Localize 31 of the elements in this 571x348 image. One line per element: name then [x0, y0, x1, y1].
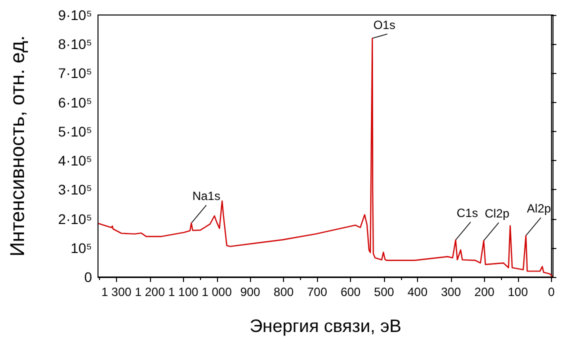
- x-tick-label: 1 200: [134, 285, 166, 299]
- y-axis-title: Интенсивность, отн. ед.: [7, 35, 29, 257]
- x-tick-label: 900: [240, 285, 261, 299]
- annotation: C1s: [456, 206, 478, 220]
- x-tick-label: 700: [307, 285, 328, 299]
- y-tick-label: 10⁵: [70, 240, 92, 256]
- x-tick-label: 200: [474, 285, 495, 299]
- x-tick-label: 1 000: [202, 285, 232, 299]
- x-tick-label: 600: [340, 285, 361, 299]
- x-tick-label: 300: [440, 285, 462, 299]
- annotation: O1s: [373, 18, 396, 32]
- y-tick-label: 0: [84, 269, 92, 285]
- annotation: Al2p: [526, 202, 552, 216]
- y-tick-label: 3·10⁵: [58, 182, 92, 198]
- x-tick-label: 0: [548, 285, 555, 299]
- x-tick-label: 800: [274, 285, 294, 299]
- x-axis-title: Энергия связи, эВ: [250, 316, 402, 336]
- y-tick-label: 9·10⁵: [58, 7, 92, 23]
- y-tick-label: 8·10⁵: [58, 36, 92, 52]
- y-tick-label: 6·10⁵: [58, 94, 92, 110]
- x-tick-label: 400: [407, 285, 428, 299]
- x-tick-label: 1 300: [101, 285, 132, 299]
- x-tick-label: 500: [374, 285, 394, 299]
- y-tick-label: 5·10⁵: [58, 123, 92, 140]
- y-tick-label: 4·10⁵: [58, 152, 92, 169]
- y-tick-label: 7·10⁵: [58, 65, 92, 82]
- x-tick-label: 1 100: [168, 285, 199, 299]
- annotation: Na1s: [192, 189, 220, 204]
- annotation: Cl2p: [484, 206, 510, 221]
- y-tick-label: 2·10⁵: [58, 210, 92, 227]
- x-tick-label: 100: [508, 285, 528, 299]
